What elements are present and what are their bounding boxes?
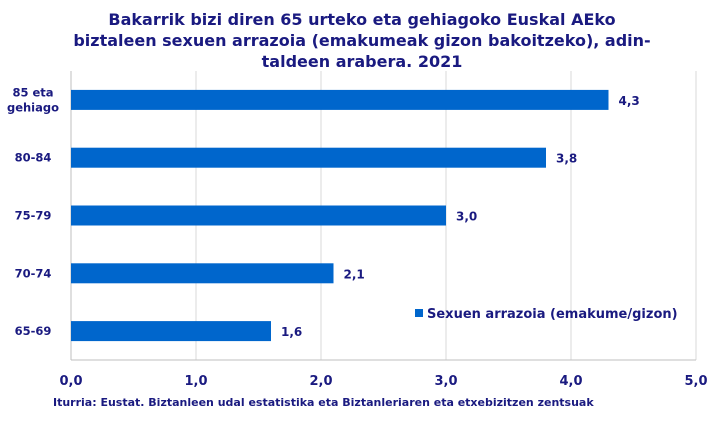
- data-label: 2,1: [344, 267, 365, 281]
- category-label: 65-69: [15, 324, 52, 338]
- x-tick-label: 4,0: [559, 374, 582, 389]
- x-tick-label: 1,0: [184, 374, 207, 389]
- category-label: gehiago: [7, 100, 59, 114]
- title-line: Bakarrik bizi diren 65 urteko eta gehiag…: [108, 10, 615, 29]
- x-tick-label: 3,0: [434, 374, 457, 389]
- bar: [71, 205, 446, 226]
- data-label: 3,0: [456, 210, 477, 224]
- x-tick-label: 5,0: [684, 374, 707, 389]
- title-line: biztaleen sexuen arrazoia (emakumeak giz…: [73, 31, 650, 50]
- category-label: 70-74: [15, 266, 52, 280]
- data-label: 4,3: [619, 94, 640, 108]
- bar: [71, 147, 546, 168]
- title-line: taldeen arabera. 2021: [262, 52, 463, 71]
- category-label: 85 eta: [12, 85, 53, 99]
- source-note: Iturria: Eustat. Biztanleen udal estatis…: [53, 396, 594, 409]
- legend-label: Sexuen arrazoia (emakume/gizon): [427, 307, 678, 322]
- bar: [71, 263, 334, 284]
- legend-swatch: [415, 309, 423, 317]
- bars: 4,3 3,8 3,0 2,1 1,6: [71, 89, 640, 342]
- x-tick-labels: 0,0 1,0 2,0 3,0 4,0 5,0: [59, 374, 707, 389]
- x-tick-label: 2,0: [309, 374, 332, 389]
- category-label: 75-79: [15, 209, 52, 223]
- data-label: 1,6: [281, 325, 302, 339]
- gridlines: [70, 71, 697, 361]
- x-tick-label: 0,0: [59, 374, 82, 389]
- chart-title: Bakarrik bizi diren 65 urteko eta gehiag…: [73, 10, 650, 71]
- data-label: 3,8: [556, 152, 577, 166]
- category-label: 80-84: [15, 151, 52, 165]
- bar: [71, 321, 271, 342]
- legend: Sexuen arrazoia (emakume/gizon): [415, 307, 678, 322]
- bar: [71, 89, 609, 110]
